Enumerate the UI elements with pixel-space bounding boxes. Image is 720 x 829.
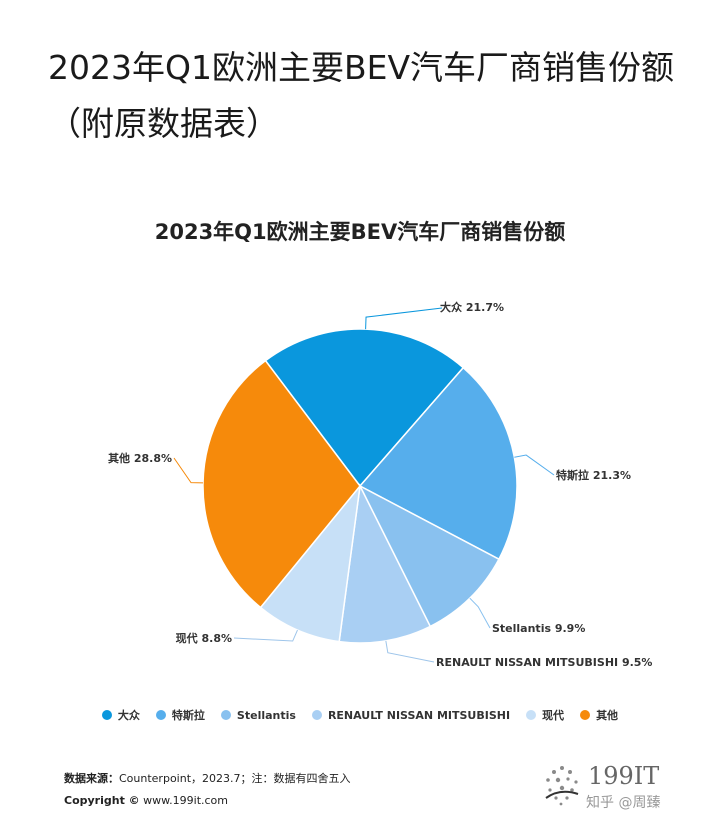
leader-line-3 xyxy=(385,640,435,663)
legend-dot-0 xyxy=(101,710,112,720)
source-line: 数据来源：Counterpoint，2023.7；注：数据有四舍五入 xyxy=(64,768,351,790)
legend-dot-4 xyxy=(526,710,537,720)
pie-chart: 大众 21.7% 特斯拉 21.3% Stellantis 9.9% RENAULT … xyxy=(108,300,652,669)
slice-label-0: 大众 21.7% xyxy=(440,300,504,314)
chart-footer: 数据来源：Counterpoint，2023.7；注：数据有四舍五入 Copyr… xyxy=(64,768,351,812)
chart-title: 2023年Q1欧洲主要BEV汽车厂商销售份额 xyxy=(154,220,566,244)
pie-slice-3 xyxy=(338,483,432,644)
legend-label-3: RENAULT NISSAN MITSUBISHI xyxy=(327,708,511,722)
legend-item-0: 大众 xyxy=(101,707,140,723)
leader-line-0 xyxy=(365,307,443,330)
pie-slices xyxy=(202,328,518,644)
copyright-line: Copyright © www.199it.com xyxy=(64,790,351,812)
leader-line-5 xyxy=(173,457,204,484)
legend-label-0: 大众 xyxy=(117,709,140,722)
legend-dot-3 xyxy=(311,710,322,720)
slice-label-4: 现代 8.8% xyxy=(176,631,232,645)
copyright-label: Copyright © xyxy=(64,794,140,807)
logo-text: 199IT xyxy=(588,762,660,790)
brand-logo: 199IT 知乎 @周臻 xyxy=(540,758,680,818)
legend-item-5: 其他 xyxy=(580,707,618,723)
source-text: Counterpoint，2023.7；注：数据有四舍五入 xyxy=(119,772,351,785)
slice-label-3: RENAULT NISSAN MITSUBISHI 9.5% xyxy=(436,656,652,669)
leader-line-2 xyxy=(469,597,491,629)
globe-dots-icon xyxy=(545,766,579,806)
legend-label-5: 其他 xyxy=(596,709,619,722)
legend-item-1: 特斯拉 xyxy=(155,707,205,723)
chart-card: 2023年Q1欧洲主要BEV汽车厂商销售份额 大众 21.7% 特斯拉 21.3%… xyxy=(40,196,680,826)
legend-label-1: 特斯拉 xyxy=(171,709,205,722)
leader-line-1 xyxy=(514,454,555,476)
pie-leader-lines xyxy=(173,307,555,663)
watermark: 知乎 @周臻 xyxy=(586,795,661,811)
pie-labels: 大众 21.7% 特斯拉 21.3% Stellantis 9.9% RENAULT … xyxy=(108,300,652,669)
article-title: 2023年Q1欧洲主要BEV汽车厂商销售份额（附原数据表） xyxy=(48,48,675,143)
copyright-text: www.199it.com xyxy=(139,794,228,807)
pie-slice-4 xyxy=(259,483,362,643)
slice-label-1: 特斯拉 21.3% xyxy=(556,468,631,482)
legend-dot-2 xyxy=(220,710,231,720)
legend-item-3: RENAULT NISSAN MITSUBISHI xyxy=(311,707,511,723)
legend-item-4: 现代 xyxy=(526,707,564,723)
slice-label-2: Stellantis 9.9% xyxy=(492,622,585,635)
legend-label-2: Stellantis xyxy=(236,708,296,722)
legend-label-4: 现代 xyxy=(542,709,565,722)
source-label: 数据来源： xyxy=(64,772,119,785)
pie-slice-2 xyxy=(358,484,500,628)
pie-slice-1 xyxy=(358,366,518,561)
legend-dot-1 xyxy=(155,710,166,720)
pie-slice-0 xyxy=(264,328,465,488)
leader-line-4 xyxy=(233,629,298,642)
chart-legend: 大众 特斯拉 Stellantis RENAULT NISSAN MITSUBISHI… xyxy=(40,707,680,723)
legend-item-2: Stellantis xyxy=(220,707,296,723)
legend-dot-5 xyxy=(580,710,591,720)
pie-slice-5 xyxy=(202,359,361,609)
slice-label-5: 其他 28.8% xyxy=(108,451,172,465)
